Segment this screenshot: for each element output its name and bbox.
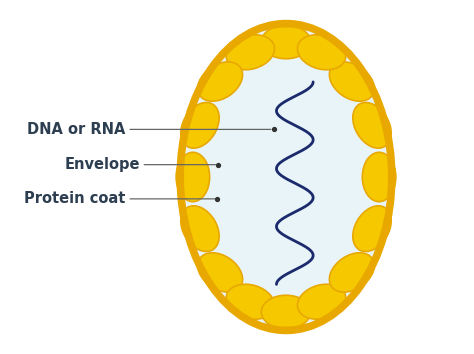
Ellipse shape xyxy=(297,35,346,70)
Ellipse shape xyxy=(198,253,243,292)
Text: Protein coat: Protein coat xyxy=(24,192,126,206)
Ellipse shape xyxy=(181,206,219,251)
Ellipse shape xyxy=(329,253,374,292)
Ellipse shape xyxy=(297,284,346,319)
Ellipse shape xyxy=(353,206,391,251)
Text: DNA or RNA: DNA or RNA xyxy=(27,122,126,137)
Text: Envelope: Envelope xyxy=(64,157,140,172)
Ellipse shape xyxy=(362,152,396,202)
Ellipse shape xyxy=(261,25,310,59)
Ellipse shape xyxy=(226,35,274,70)
Ellipse shape xyxy=(180,24,392,330)
Ellipse shape xyxy=(176,152,210,202)
Ellipse shape xyxy=(353,103,391,148)
Ellipse shape xyxy=(181,103,219,148)
Ellipse shape xyxy=(329,62,374,101)
Ellipse shape xyxy=(198,62,243,101)
Ellipse shape xyxy=(226,284,274,319)
Ellipse shape xyxy=(261,295,310,329)
